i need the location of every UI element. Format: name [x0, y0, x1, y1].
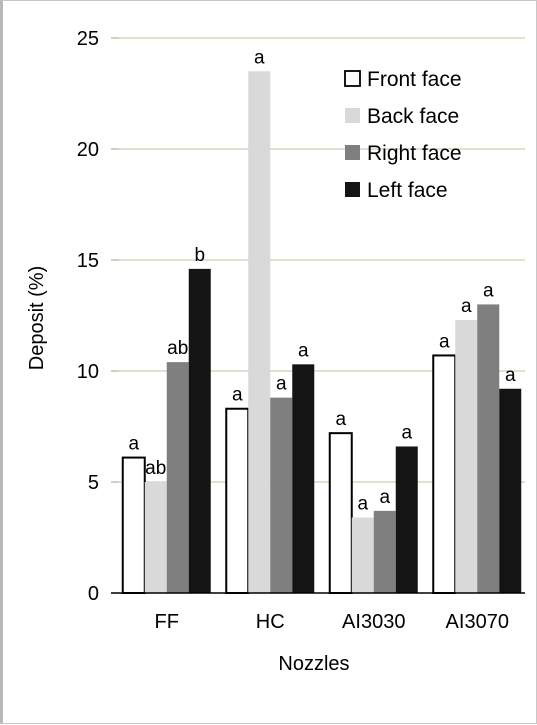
x-tick-labels: FF HC AI3030 AI3070	[155, 611, 509, 633]
x-tick-label: AI3030	[342, 611, 405, 633]
bar-ff-back-face	[144, 482, 167, 593]
significance-letter: b	[194, 245, 205, 266]
significance-letter: a	[401, 422, 412, 443]
bars	[121, 71, 522, 594]
bar-ff-left-face	[188, 268, 211, 593]
significance-letter: a	[461, 296, 472, 317]
x-tick-label: HC	[256, 611, 285, 633]
legend-swatch	[345, 145, 360, 160]
bar-ai3070-right-face	[477, 304, 500, 593]
bar-ff-front-face	[121, 456, 146, 594]
x-tick-label: FF	[155, 611, 179, 633]
legend-label: Back face	[367, 105, 459, 128]
bar-ai3070-left-face	[499, 388, 522, 593]
bar-ai3030-left-face	[395, 446, 418, 593]
significance-letter: a	[298, 340, 309, 361]
bar-ai3070-front-face	[432, 354, 457, 594]
bar-hc-back-face	[248, 71, 271, 594]
bar-ai3030-front-face	[328, 432, 353, 594]
significance-letter: a	[379, 487, 390, 508]
significance-letter: a	[232, 385, 243, 406]
y-tick-label: 20	[77, 139, 99, 161]
significance-letter: a	[439, 331, 450, 352]
significance-letter: a	[335, 409, 346, 430]
significance-letter: a	[128, 434, 139, 455]
bar-hc-front-face	[225, 407, 250, 594]
legend-swatch	[344, 70, 361, 87]
x-axis-title: Nozzles	[278, 653, 349, 675]
legend-swatch	[345, 108, 360, 123]
y-tick-label: 15	[77, 250, 99, 272]
significance-letter: a	[357, 494, 368, 515]
bar-ai3030-right-face	[373, 510, 396, 593]
significance-letter: a	[505, 365, 516, 386]
legend-label: Right face	[367, 142, 462, 165]
bar-ff-right-face	[166, 362, 189, 593]
y-tick-labels: 0 5 10 15 20 25	[77, 28, 99, 605]
y-tick-label: 5	[88, 472, 99, 494]
significance-letter: a	[276, 374, 287, 395]
significance-letter: ab	[145, 458, 166, 479]
x-tick-label: AI3070	[446, 611, 509, 633]
legend: Front face Back face Right face Left face	[344, 68, 462, 202]
y-axis-title: Deposit (%)	[26, 266, 48, 370]
bar-ai3030-back-face	[351, 517, 374, 593]
y-tick-label: 25	[77, 28, 99, 50]
significance-letter: a	[483, 280, 494, 301]
y-tick-label: 0	[88, 583, 99, 605]
bar-ai3070-back-face	[455, 319, 478, 593]
significance-letter: ab	[167, 338, 188, 359]
legend-label: Left face	[367, 179, 448, 202]
bar-hc-left-face	[292, 364, 315, 593]
significance-letter: a	[254, 47, 265, 68]
y-tick-label: 10	[77, 361, 99, 383]
legend-label: Front face	[367, 68, 462, 91]
bar-hc-right-face	[270, 397, 293, 593]
legend-swatch	[345, 182, 360, 197]
